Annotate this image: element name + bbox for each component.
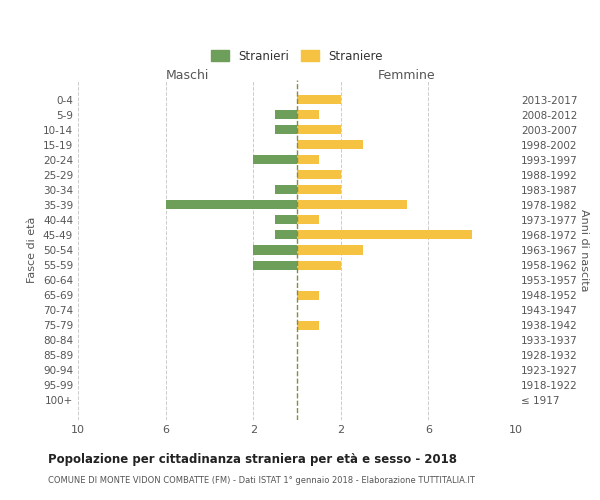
Bar — [297, 186, 341, 194]
Bar — [275, 126, 297, 134]
Text: Maschi: Maschi — [166, 69, 209, 82]
Bar — [297, 290, 319, 300]
Bar — [166, 200, 297, 209]
Bar — [297, 260, 341, 270]
Bar — [253, 246, 297, 254]
Legend: Stranieri, Straniere: Stranieri, Straniere — [206, 45, 388, 68]
Bar — [275, 110, 297, 120]
Y-axis label: Anni di nascita: Anni di nascita — [579, 209, 589, 291]
Bar — [297, 156, 319, 164]
Bar — [297, 110, 319, 120]
Bar — [297, 170, 341, 179]
Bar — [275, 216, 297, 224]
Text: Popolazione per cittadinanza straniera per età e sesso - 2018: Popolazione per cittadinanza straniera p… — [48, 452, 457, 466]
Bar — [253, 156, 297, 164]
Bar — [275, 230, 297, 239]
Bar — [297, 140, 362, 149]
Bar — [297, 126, 341, 134]
Bar — [253, 260, 297, 270]
Bar — [297, 246, 362, 254]
Y-axis label: Fasce di età: Fasce di età — [28, 217, 37, 283]
Bar — [297, 320, 319, 330]
Bar — [297, 200, 407, 209]
Bar — [275, 186, 297, 194]
Bar — [297, 230, 472, 239]
Bar — [297, 96, 341, 104]
Bar — [297, 216, 319, 224]
Text: COMUNE DI MONTE VIDON COMBATTE (FM) - Dati ISTAT 1° gennaio 2018 - Elaborazione : COMUNE DI MONTE VIDON COMBATTE (FM) - Da… — [48, 476, 475, 485]
Text: Femmine: Femmine — [377, 69, 436, 82]
